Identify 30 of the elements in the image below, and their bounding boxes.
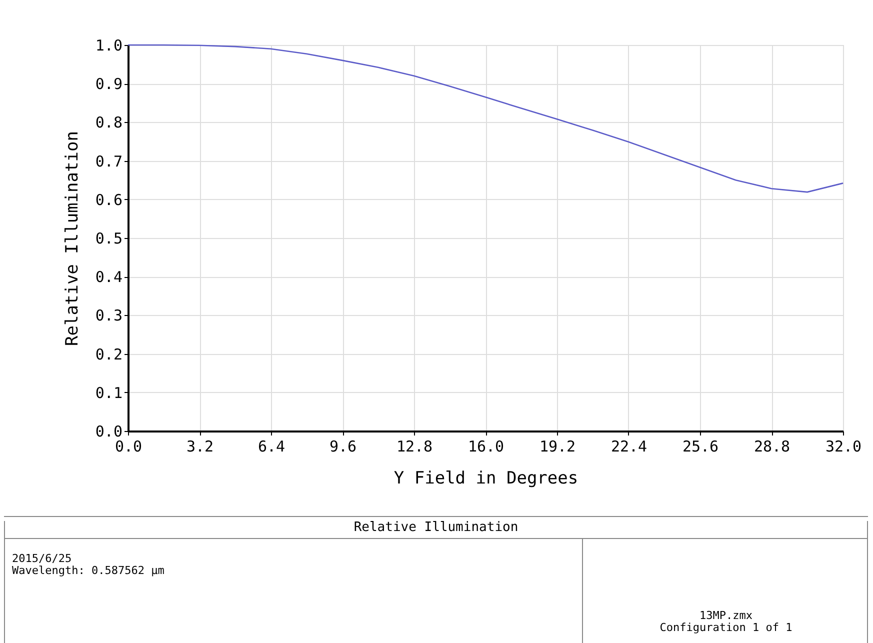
text: Wavelength: 0.587562 µm xyxy=(12,564,166,577)
y-tick-label: 0.0 xyxy=(95,422,122,440)
y-tick-label: 0.9 xyxy=(95,75,122,94)
y-tick-label: 0.2 xyxy=(95,345,122,364)
y-tick-label: 0.6 xyxy=(95,190,122,209)
x-tick-label: 3.2 xyxy=(186,438,214,456)
text: 13MP.zmx xyxy=(698,609,754,622)
y-tick-label: 0.5 xyxy=(95,230,122,248)
x-axis-title: Y Field in Degrees xyxy=(394,468,578,488)
y-tick-label: 0.4 xyxy=(95,268,122,286)
text: Configuration 1 of 1 xyxy=(658,621,794,634)
x-tick-label: 9.6 xyxy=(329,438,357,456)
x-tick-label: 16.0 xyxy=(468,438,504,456)
x-tick-label: 19.2 xyxy=(539,438,576,456)
x-tick-label: 25.6 xyxy=(682,438,719,456)
y-axis-title: Relative Illumination xyxy=(62,131,82,346)
text: Relative Illumination xyxy=(4,517,868,539)
x-tick-label: 0.0 xyxy=(114,438,142,456)
x-tick-label: 28.8 xyxy=(754,438,790,456)
x-tick-label: 22.4 xyxy=(610,438,648,456)
y-tick-label: 0.7 xyxy=(95,152,122,170)
x-tick-label: 32.0 xyxy=(825,438,862,456)
y-tick-label: 0.1 xyxy=(95,384,122,402)
line-series xyxy=(127,44,844,193)
y-tick-label: 1.0 xyxy=(95,36,122,54)
text: 2015/6/25 xyxy=(12,552,73,565)
y-tick-label: 0.8 xyxy=(95,114,122,132)
y-tick-label: 0.3 xyxy=(95,306,122,325)
x-tick-label: 6.4 xyxy=(258,438,286,456)
x-tick-label: 12.8 xyxy=(396,438,433,456)
